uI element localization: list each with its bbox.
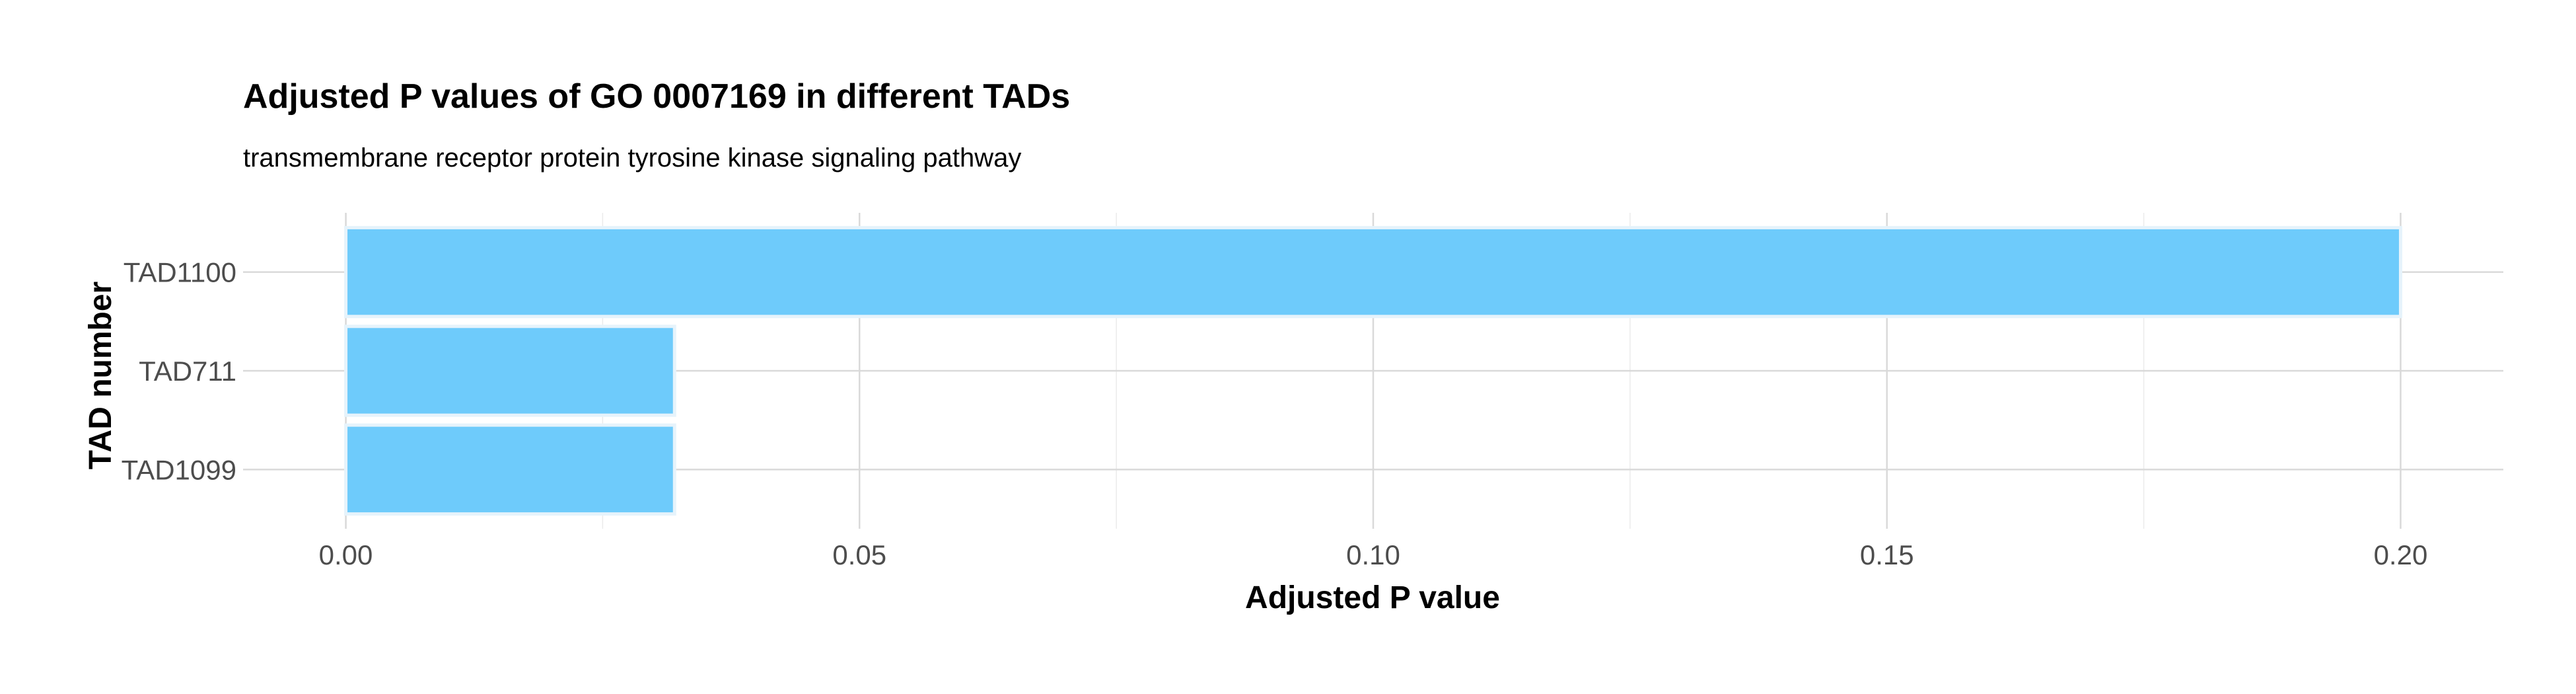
y-tick-labels: TAD1100 TAD711 TAD1099 (122, 257, 236, 486)
chart-subtitle: transmembrane receptor protein tyrosine … (243, 143, 1021, 173)
y-axis-label: TAD number (83, 282, 118, 469)
bars (344, 225, 2402, 516)
y-tick-label: TAD1099 (122, 454, 236, 485)
bar-tad1099 (344, 423, 676, 516)
x-tick-label: 0.00 (319, 539, 373, 570)
chart-title: Adjusted P values of GO 0007169 in diffe… (243, 77, 1070, 116)
x-tick-label: 0.20 (2374, 539, 2428, 570)
bar-tad711 (344, 325, 676, 417)
x-tick-label: 0.10 (1346, 539, 1400, 570)
x-axis-label: Adjusted P value (1245, 580, 1500, 615)
x-tick-labels: 0.00 0.05 0.10 0.15 0.20 (319, 539, 2428, 570)
x-tick-label: 0.05 (832, 539, 886, 570)
y-tick-label: TAD711 (139, 356, 236, 387)
bar-tad1100 (344, 225, 2402, 319)
x-tick-label: 0.15 (1860, 539, 1914, 570)
y-tick-label: TAD1100 (124, 257, 236, 288)
